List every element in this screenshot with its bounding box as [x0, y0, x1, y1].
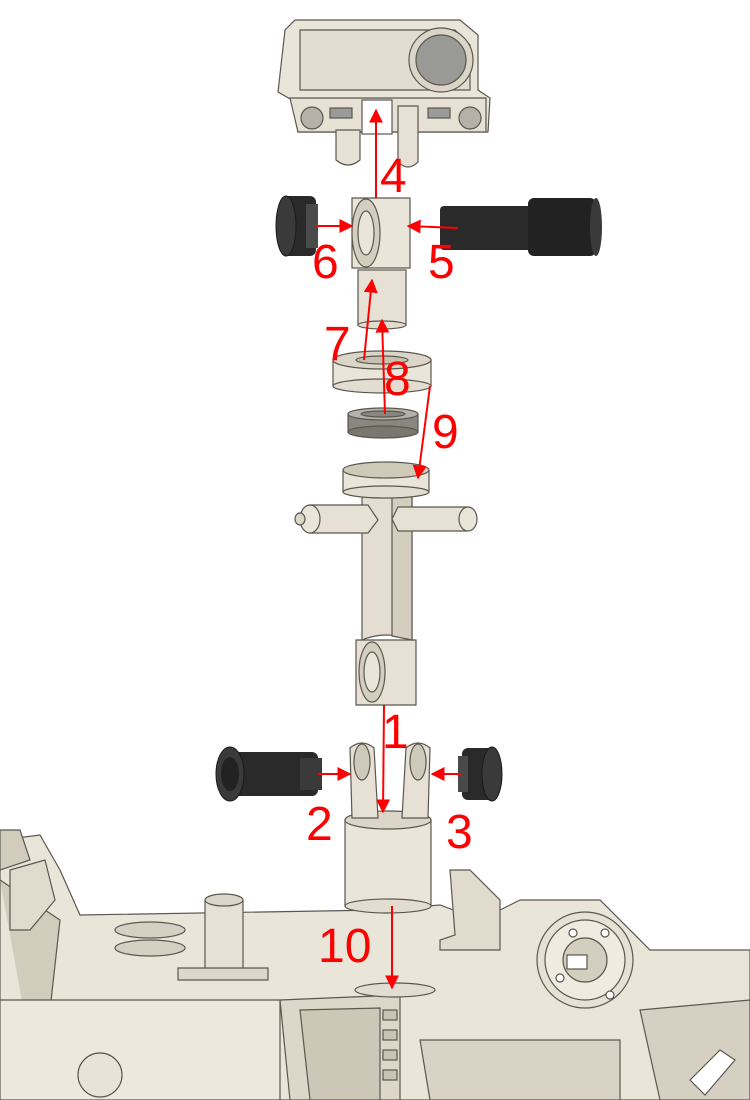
step-label-2: 2: [306, 798, 333, 851]
step-label-5: 5: [428, 236, 455, 289]
step-labels: 1 2 3 4 5 6 7 8 9 10: [306, 150, 473, 973]
step-label-3: 3: [446, 806, 473, 859]
upper-knuckle: [351, 197, 411, 330]
arrow-9: [412, 385, 431, 480]
upper-left-bushing: [275, 195, 318, 257]
rover-chassis: [0, 829, 750, 1100]
camera-head: [277, 19, 491, 168]
lower-right-bushing: [458, 746, 503, 802]
step-label-7: 7: [324, 318, 351, 371]
arrow-5: [406, 219, 459, 234]
lower-left-bushing: [215, 746, 322, 802]
lower-clevis-mount: [344, 742, 432, 914]
step-label-4: 4: [380, 150, 407, 203]
upper-right-bushing: [440, 198, 602, 256]
step-label-9: 9: [432, 406, 459, 459]
arrow-7: [363, 278, 378, 361]
mast-tube: [294, 461, 478, 706]
step-label-10: 10: [318, 920, 371, 973]
assembly-arrows: [316, 108, 462, 990]
step-label-8: 8: [384, 353, 411, 406]
arrow-1: [376, 704, 391, 814]
lower-bearing-ring: [347, 407, 419, 439]
upper-collar: [332, 350, 432, 394]
step-label-1: 1: [382, 706, 409, 759]
arrow-8: [375, 318, 390, 415]
step-label-6: 6: [312, 236, 339, 289]
